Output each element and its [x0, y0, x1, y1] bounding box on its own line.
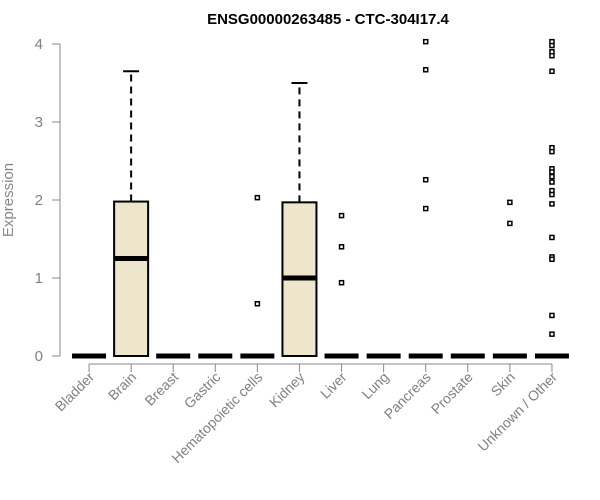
outlier-point [254, 194, 261, 201]
outlier-point [549, 179, 555, 185]
outlier-point [422, 176, 429, 183]
outlier-point [338, 279, 345, 286]
outlier-point [549, 256, 555, 263]
outlier-point [254, 300, 261, 307]
outlier-point [549, 68, 555, 75]
y-tick-label: 4 [35, 36, 43, 53]
outlier-point [507, 199, 513, 206]
outlier-point [338, 212, 345, 219]
outlier-point [422, 205, 429, 212]
outlier-point [338, 244, 345, 250]
x-tick-label: Lung [358, 369, 391, 402]
box-brain [113, 70, 150, 357]
outlier-point [549, 148, 555, 155]
x-tick-label: Prostate [428, 369, 476, 417]
y-tick-label: 3 [35, 114, 43, 131]
outlier-point [549, 201, 555, 207]
x-tick-label: Brain [105, 369, 139, 403]
x-tick-label: Unknown / Other [474, 369, 560, 455]
outlier-point [549, 52, 555, 59]
x-tick-label: Bladder [52, 369, 98, 415]
x-tick-label: Kidney [266, 369, 308, 411]
x-tick-label: Skin [487, 369, 518, 400]
y-axis-label: Expression [0, 163, 17, 237]
box-group [72, 70, 569, 359]
x-tick-label: Liver [317, 369, 350, 402]
y-axis: 0 1 2 3 4 [35, 36, 61, 365]
box-body [113, 200, 150, 357]
outlier-group [254, 38, 555, 337]
outlier-point [549, 173, 555, 180]
outlier-point [549, 331, 555, 337]
outlier-point [549, 169, 555, 175]
x-tick-label: Breast [141, 369, 181, 409]
y-tick-label: 0 [35, 348, 43, 365]
outlier-point [422, 66, 429, 73]
outlier-point [549, 42, 555, 49]
outlier-point [507, 220, 513, 227]
y-tick-label: 2 [35, 192, 43, 209]
y-tick-label: 1 [35, 270, 43, 287]
chart-title: ENSG00000263485 - CTC-304I17.4 [207, 11, 449, 28]
outlier-point [549, 191, 555, 198]
outlier-point [549, 234, 555, 241]
outlier-point [549, 312, 555, 319]
box-kidney [281, 82, 318, 357]
outlier-point [422, 38, 429, 45]
x-tick-label: Pancreas [381, 369, 434, 422]
